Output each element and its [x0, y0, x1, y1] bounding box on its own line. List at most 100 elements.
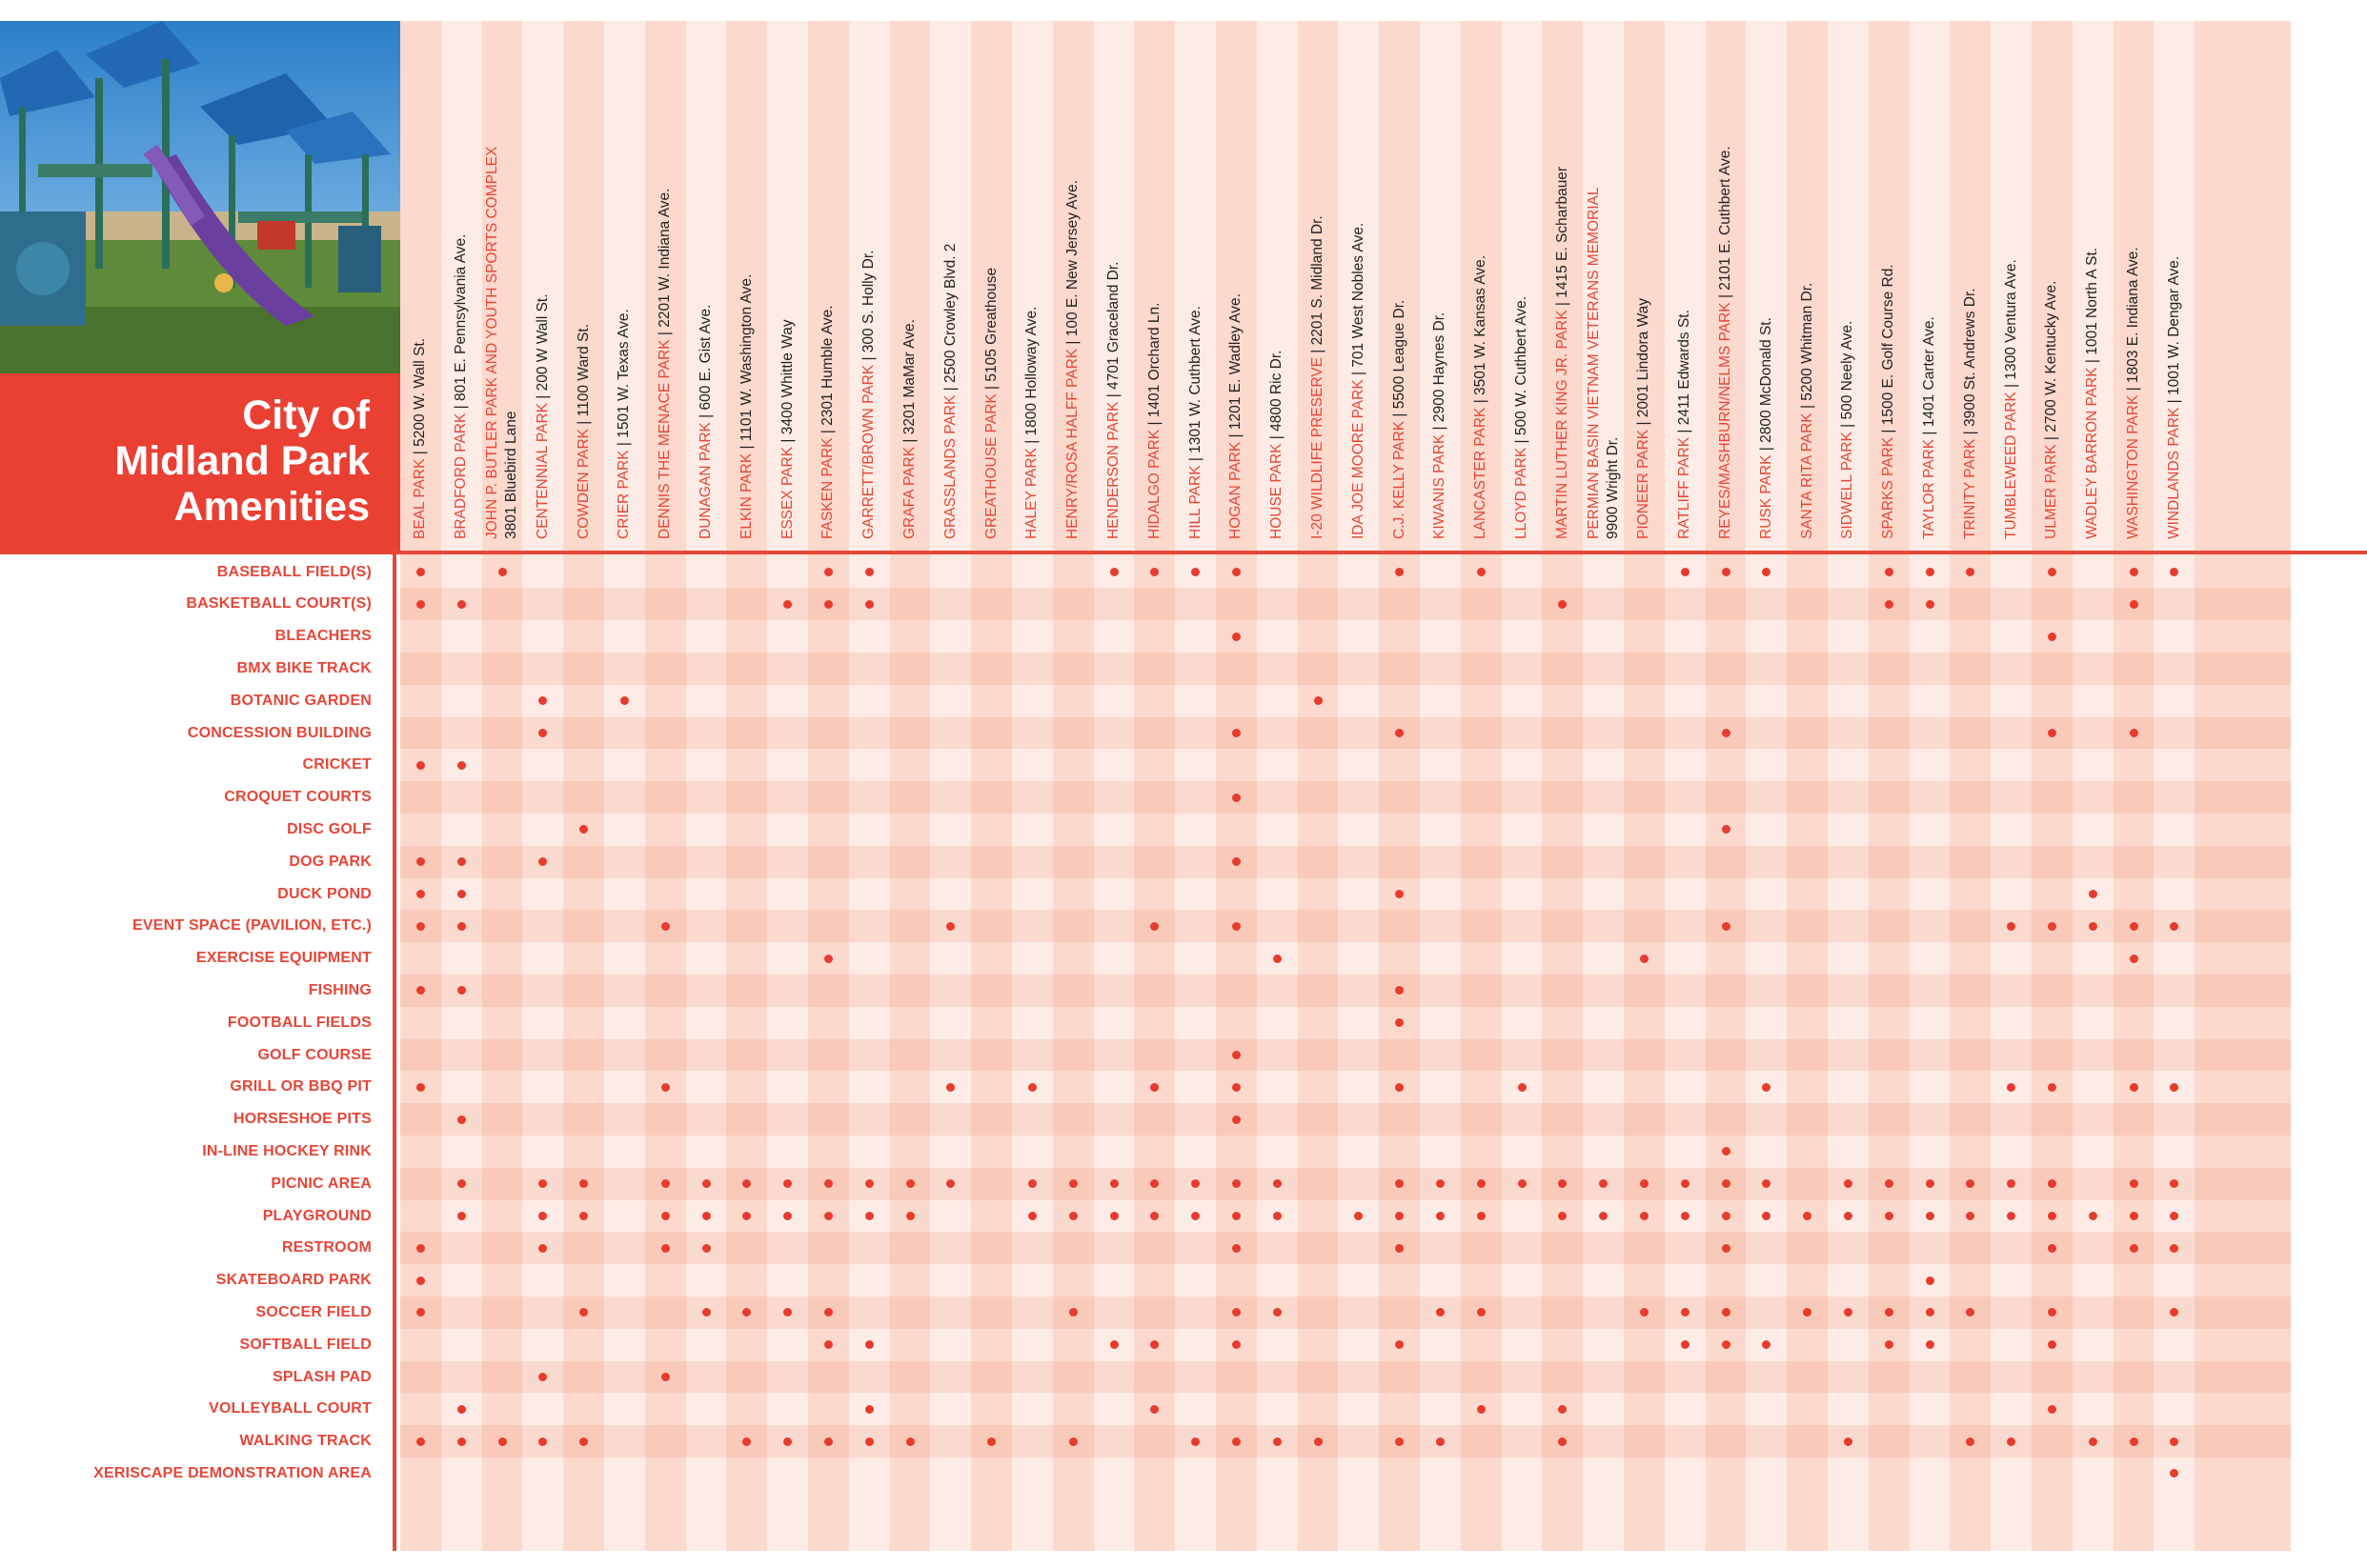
amenity-label: EVENT SPACE (PAVILION, ETC.) [132, 917, 372, 935]
amenity-label: EXERCISE EQUIPMENT [195, 950, 372, 967]
park-header: DUNAGAN PARK | 600 E. Gist Ave. [697, 305, 716, 539]
amenity-dot [864, 1437, 874, 1446]
amenity-dot [1068, 1212, 1078, 1220]
amenity-dot [2007, 1437, 2016, 1446]
amenity-dot [1191, 568, 1201, 576]
amenity-dot [415, 986, 425, 995]
park-column-band [1746, 21, 1788, 1551]
amenity-dot [579, 825, 589, 834]
amenity-dot [1966, 1308, 1975, 1317]
park-header: I-20 WILDLIFE PRESERVE | 2201 S. Midland… [1308, 215, 1327, 539]
amenity-dot [1925, 1179, 1934, 1189]
amenity-dot [1272, 1179, 1282, 1189]
amenity-dot [1762, 1082, 1771, 1092]
label-divider [393, 551, 396, 1551]
amenity-dot [1721, 1340, 1730, 1350]
amenity-dot [2129, 1212, 2138, 1220]
amenity-dot [1884, 568, 1893, 576]
park-header: IDA JOE MOORE PARK | 701 West Nobles Ave… [1349, 223, 1368, 539]
amenity-dot [946, 921, 956, 931]
park-address: 4701 Graceland Dr. [1105, 261, 1122, 390]
amenity-dot [2170, 1179, 2179, 1189]
park-header: HIDALGO PARK | 1401 Orchard Ln. [1145, 303, 1164, 539]
amenity-dot [1721, 568, 1730, 576]
park-column-band [2072, 21, 2114, 1551]
park-address: 1401 Orchard Ln. [1145, 302, 1163, 418]
amenity-dot [2088, 921, 2097, 931]
park-address: 1001 W. Dengar Ave. [2165, 255, 2182, 395]
park-header: GREATHOUSE PARK | 5105 Greathouse [982, 268, 1001, 539]
park-column-band [1012, 21, 1053, 1551]
park-address: 5500 League Dr. [1390, 299, 1407, 410]
amenity-dot [2129, 1437, 2138, 1446]
park-name: TRINITY PARK [1961, 438, 1978, 539]
amenity-dot [1231, 1179, 1241, 1189]
amenity-dot [2170, 1212, 2179, 1220]
park-address: 1800 Holloway Ave. [1023, 306, 1041, 436]
park-column-band [848, 21, 890, 1551]
amenity-dot [823, 1437, 833, 1446]
park-column-band [1705, 21, 1747, 1551]
amenity-label: GRILL OR BBQ PIT [230, 1078, 372, 1096]
park-header: SPARKS PARK | 1500 E. Golf Course Rd. [1879, 264, 1898, 539]
amenity-dot [783, 1179, 793, 1189]
amenity-dot [1109, 1212, 1119, 1220]
park-address: 3201 MaMar Ave. [901, 319, 918, 435]
amenity-dot [2170, 921, 2179, 931]
park-separator: | [1553, 297, 1570, 311]
park-name: TAYLOR PARK [1921, 438, 1937, 539]
park-address: 2900 Haynes Dr. [1431, 312, 1448, 423]
amenity-dot [864, 599, 874, 609]
amenity-dot [2047, 921, 2056, 931]
amenity-dot [2170, 1082, 2179, 1092]
amenity-dot [497, 1437, 507, 1446]
amenity-dot [579, 1212, 589, 1220]
amenity-dot [1680, 1179, 1689, 1189]
amenity-dot [415, 1243, 425, 1253]
amenity-dot [2007, 1212, 2016, 1220]
amenity-dot [1925, 599, 1934, 609]
amenity-dot [456, 890, 466, 898]
amenity-dot [456, 1437, 466, 1446]
park-separator: | [1227, 430, 1244, 442]
amenity-dot [456, 1404, 466, 1414]
park-address: 100 E. New Jersey Ave. [1064, 179, 1082, 337]
park-separator: | [1757, 442, 1774, 455]
park-column-band [563, 21, 604, 1551]
park-address: 600 E. Gist Ave. [698, 304, 714, 411]
amenity-dot [415, 921, 425, 931]
park-header: DENNIS THE MENACE PARK | 2201 W. Indiana… [656, 189, 675, 539]
amenity-dot [660, 1243, 670, 1253]
amenity-label: SPLASH PAD [273, 1368, 372, 1385]
park-column-band [1460, 21, 1502, 1551]
amenity-dot [1966, 1179, 1975, 1189]
amenity-label: BASKETBALL COURT(S) [186, 595, 372, 613]
amenity-dot [456, 1179, 466, 1189]
park-address: 2700 W. Kentucky Ave. [2043, 280, 2060, 432]
park-header: SIDWELL PARK | 500 Neely Ave. [1838, 321, 1857, 539]
amenity-dot [864, 1404, 874, 1414]
amenity-row-band [400, 1038, 2291, 1072]
park-address: 500 Neely Ave. [1839, 320, 1856, 420]
park-header: JOHN P. BUTLER PARK AND YOUTH SPORTS COM… [483, 147, 521, 539]
amenity-label: BLEACHERS [274, 628, 372, 645]
amenity-dot [1231, 632, 1241, 641]
park-header: HOGAN PARK | 1201 E. Wadley Ave. [1226, 293, 1245, 539]
amenity-dot [946, 1082, 956, 1092]
amenity-dot [1027, 1082, 1037, 1092]
amenity-label: DUCK POND [277, 885, 372, 902]
amenity-row-band [400, 845, 2291, 878]
amenity-dot [538, 857, 548, 867]
amenity-dot [1884, 1212, 1893, 1220]
amenity-dot [1639, 1308, 1649, 1317]
park-separator: | [616, 437, 633, 451]
park-address: 2301 Humble Ave. [819, 305, 837, 426]
amenity-dot [415, 857, 425, 867]
amenity-dot [2170, 1437, 2179, 1446]
park-name: CRIER PARK [616, 450, 633, 539]
park-address: 801 E. Pennsylvania Ave. [453, 233, 470, 402]
park-address: 2101 E. Cuthbert Ave. [1717, 146, 1733, 291]
park-name: C.J. KELLY PARK [1390, 420, 1407, 539]
amenity-label: CROQUET COURTS [224, 789, 372, 806]
amenity-dot [1150, 921, 1160, 931]
